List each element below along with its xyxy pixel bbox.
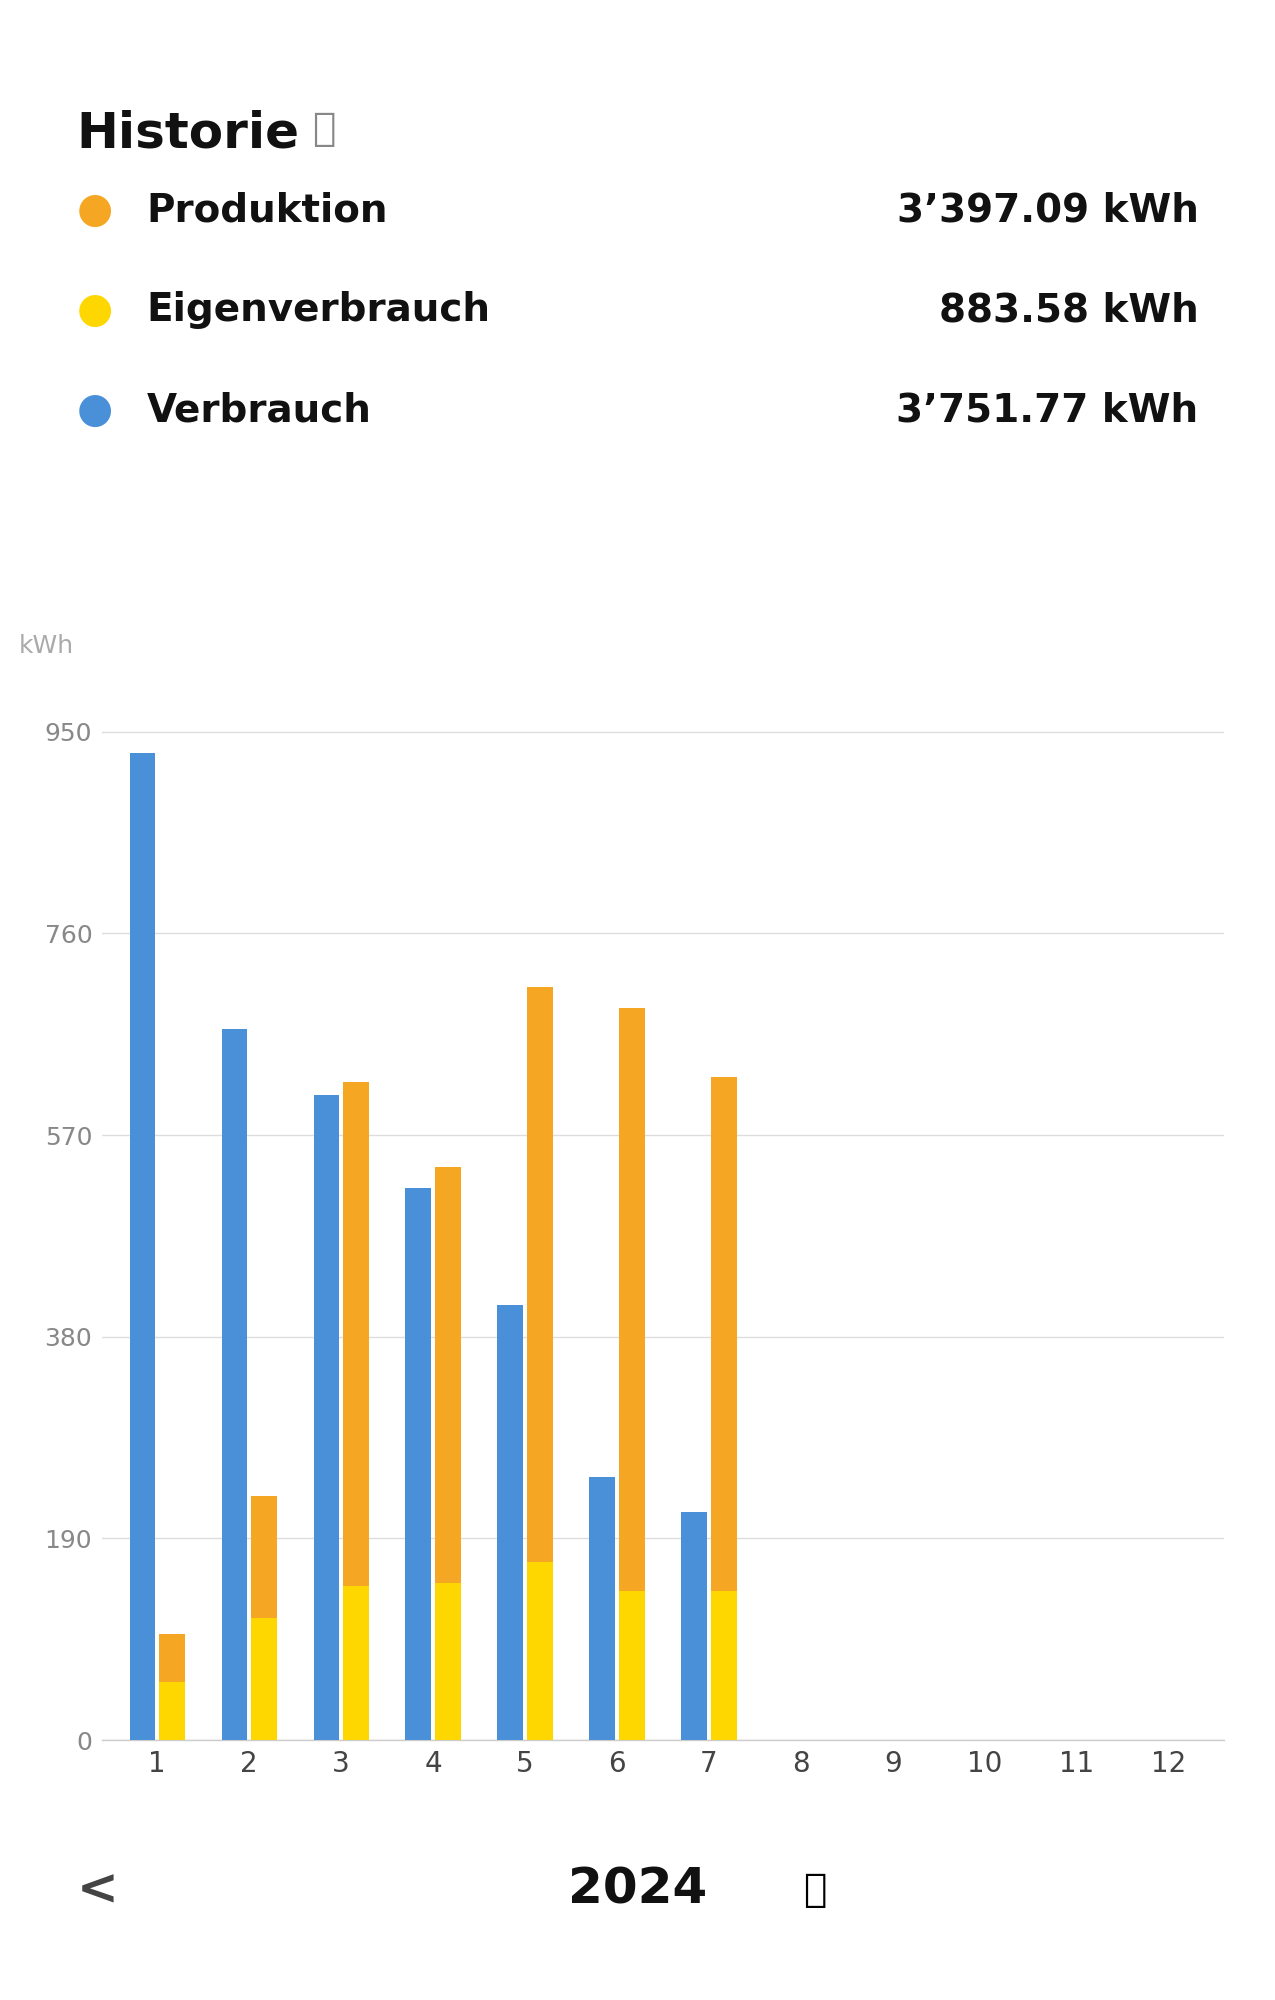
- Bar: [711, 1076, 737, 1740]
- Bar: [251, 1618, 277, 1740]
- Text: Verbrauch: Verbrauch: [147, 392, 371, 430]
- Bar: [314, 1094, 339, 1740]
- Text: 2024: 2024: [567, 1866, 708, 1914]
- Bar: [343, 1082, 368, 1740]
- Bar: [589, 1476, 615, 1740]
- Bar: [130, 754, 156, 1740]
- Bar: [435, 1166, 460, 1740]
- Text: 883.58 kWh: 883.58 kWh: [938, 290, 1198, 328]
- Text: Historie: Historie: [76, 110, 300, 158]
- Text: ●: ●: [76, 190, 113, 230]
- Bar: [681, 1512, 708, 1740]
- Text: <: <: [76, 1866, 119, 1914]
- Bar: [711, 1592, 737, 1740]
- Text: ●: ●: [76, 388, 113, 432]
- Bar: [527, 1562, 552, 1740]
- Bar: [343, 1586, 368, 1740]
- Bar: [405, 1188, 431, 1740]
- Bar: [618, 1008, 645, 1740]
- Text: 📅: 📅: [803, 1872, 826, 1908]
- Bar: [435, 1582, 460, 1740]
- Text: 3’397.09 kWh: 3’397.09 kWh: [896, 192, 1198, 228]
- Text: ●: ●: [76, 288, 113, 330]
- Text: ⓘ: ⓘ: [312, 110, 335, 148]
- Text: Eigenverbrauch: Eigenverbrauch: [147, 290, 491, 328]
- Bar: [527, 986, 552, 1740]
- Y-axis label: kWh: kWh: [18, 634, 74, 658]
- Bar: [222, 1028, 247, 1740]
- Bar: [159, 1634, 185, 1740]
- Bar: [159, 1682, 185, 1740]
- Bar: [618, 1592, 645, 1740]
- Bar: [497, 1304, 523, 1740]
- Bar: [251, 1496, 277, 1740]
- Text: 3’751.77 kWh: 3’751.77 kWh: [896, 392, 1198, 430]
- Text: Produktion: Produktion: [147, 192, 388, 228]
